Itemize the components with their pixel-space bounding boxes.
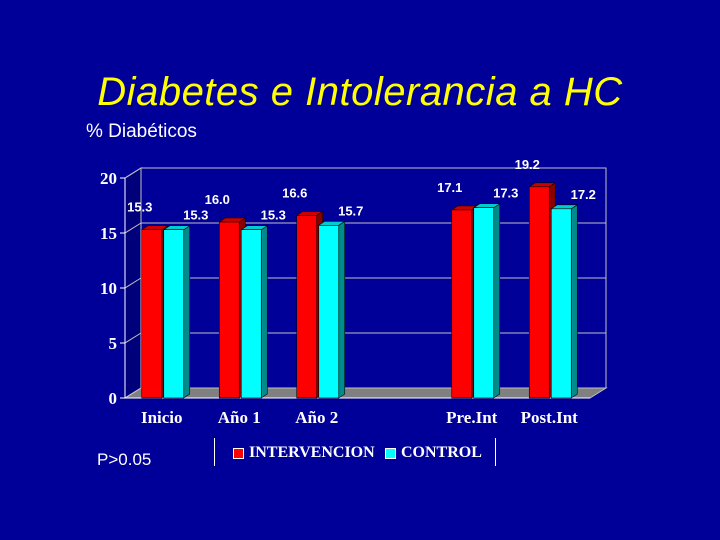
- legend-label-control: CONTROL: [401, 444, 482, 461]
- x-tick-label: Pre.Int: [446, 408, 497, 427]
- legend-swatch-control: [385, 447, 396, 459]
- bar-control: [550, 208, 572, 399]
- y-tick-label: 10: [100, 279, 117, 298]
- data-label: 16.6: [282, 185, 307, 200]
- gridline-side: [124, 167, 142, 179]
- data-label: 15.7: [338, 203, 363, 218]
- y-tick-label: 0: [109, 389, 118, 408]
- bar-control: [240, 229, 262, 399]
- data-label: 17.1: [437, 180, 462, 195]
- bar-intervencion: [528, 186, 550, 399]
- legend-item-control: CONTROL: [385, 444, 482, 462]
- legend-swatch-intervencion: [233, 447, 244, 459]
- bar-intervencion: [296, 215, 318, 399]
- y-tick-label: 5: [109, 334, 118, 353]
- data-label: 17.3: [493, 186, 518, 201]
- y-tick-label: 15: [100, 224, 117, 243]
- data-label: 15.3: [127, 200, 152, 215]
- x-tick-label: Año 2: [295, 408, 338, 427]
- gridline-side: [124, 332, 142, 344]
- data-label: 19.2: [515, 157, 540, 172]
- x-tick-label: Año 1: [218, 408, 261, 427]
- gridline-side: [124, 277, 142, 289]
- bar-side: [183, 225, 191, 399]
- bar-side: [338, 220, 346, 399]
- x-tick-label: Inicio: [141, 408, 183, 427]
- data-label: 17.2: [571, 187, 596, 202]
- legend-item-intervencion: INTERVENCION: [233, 444, 375, 462]
- bar-side: [493, 203, 501, 399]
- bar-side: [260, 225, 268, 399]
- data-label: 16.0: [205, 192, 230, 207]
- chart-legend: INTERVENCION CONTROL: [214, 438, 496, 466]
- bar-intervencion: [141, 229, 163, 399]
- p-value-note: P>0.05: [97, 450, 152, 469]
- data-label: 15.3: [261, 208, 286, 223]
- bar-control: [318, 225, 340, 399]
- legend-label-intervencion: INTERVENCION: [249, 444, 375, 461]
- y-tick-label: 20: [100, 169, 117, 188]
- slide-title: Diabetes e Intolerancia a HC: [97, 70, 623, 114]
- bar-control: [163, 229, 185, 399]
- chart-subtitle: % Diabéticos: [86, 121, 197, 142]
- gridline-side: [124, 222, 142, 234]
- gridline-side: [124, 387, 142, 399]
- bar-control: [473, 207, 495, 399]
- data-label: 15.3: [183, 208, 208, 223]
- bar-side: [570, 204, 578, 399]
- bar-intervencion: [451, 209, 473, 399]
- bar-intervencion: [218, 221, 240, 399]
- x-tick-label: Post.Int: [521, 408, 578, 427]
